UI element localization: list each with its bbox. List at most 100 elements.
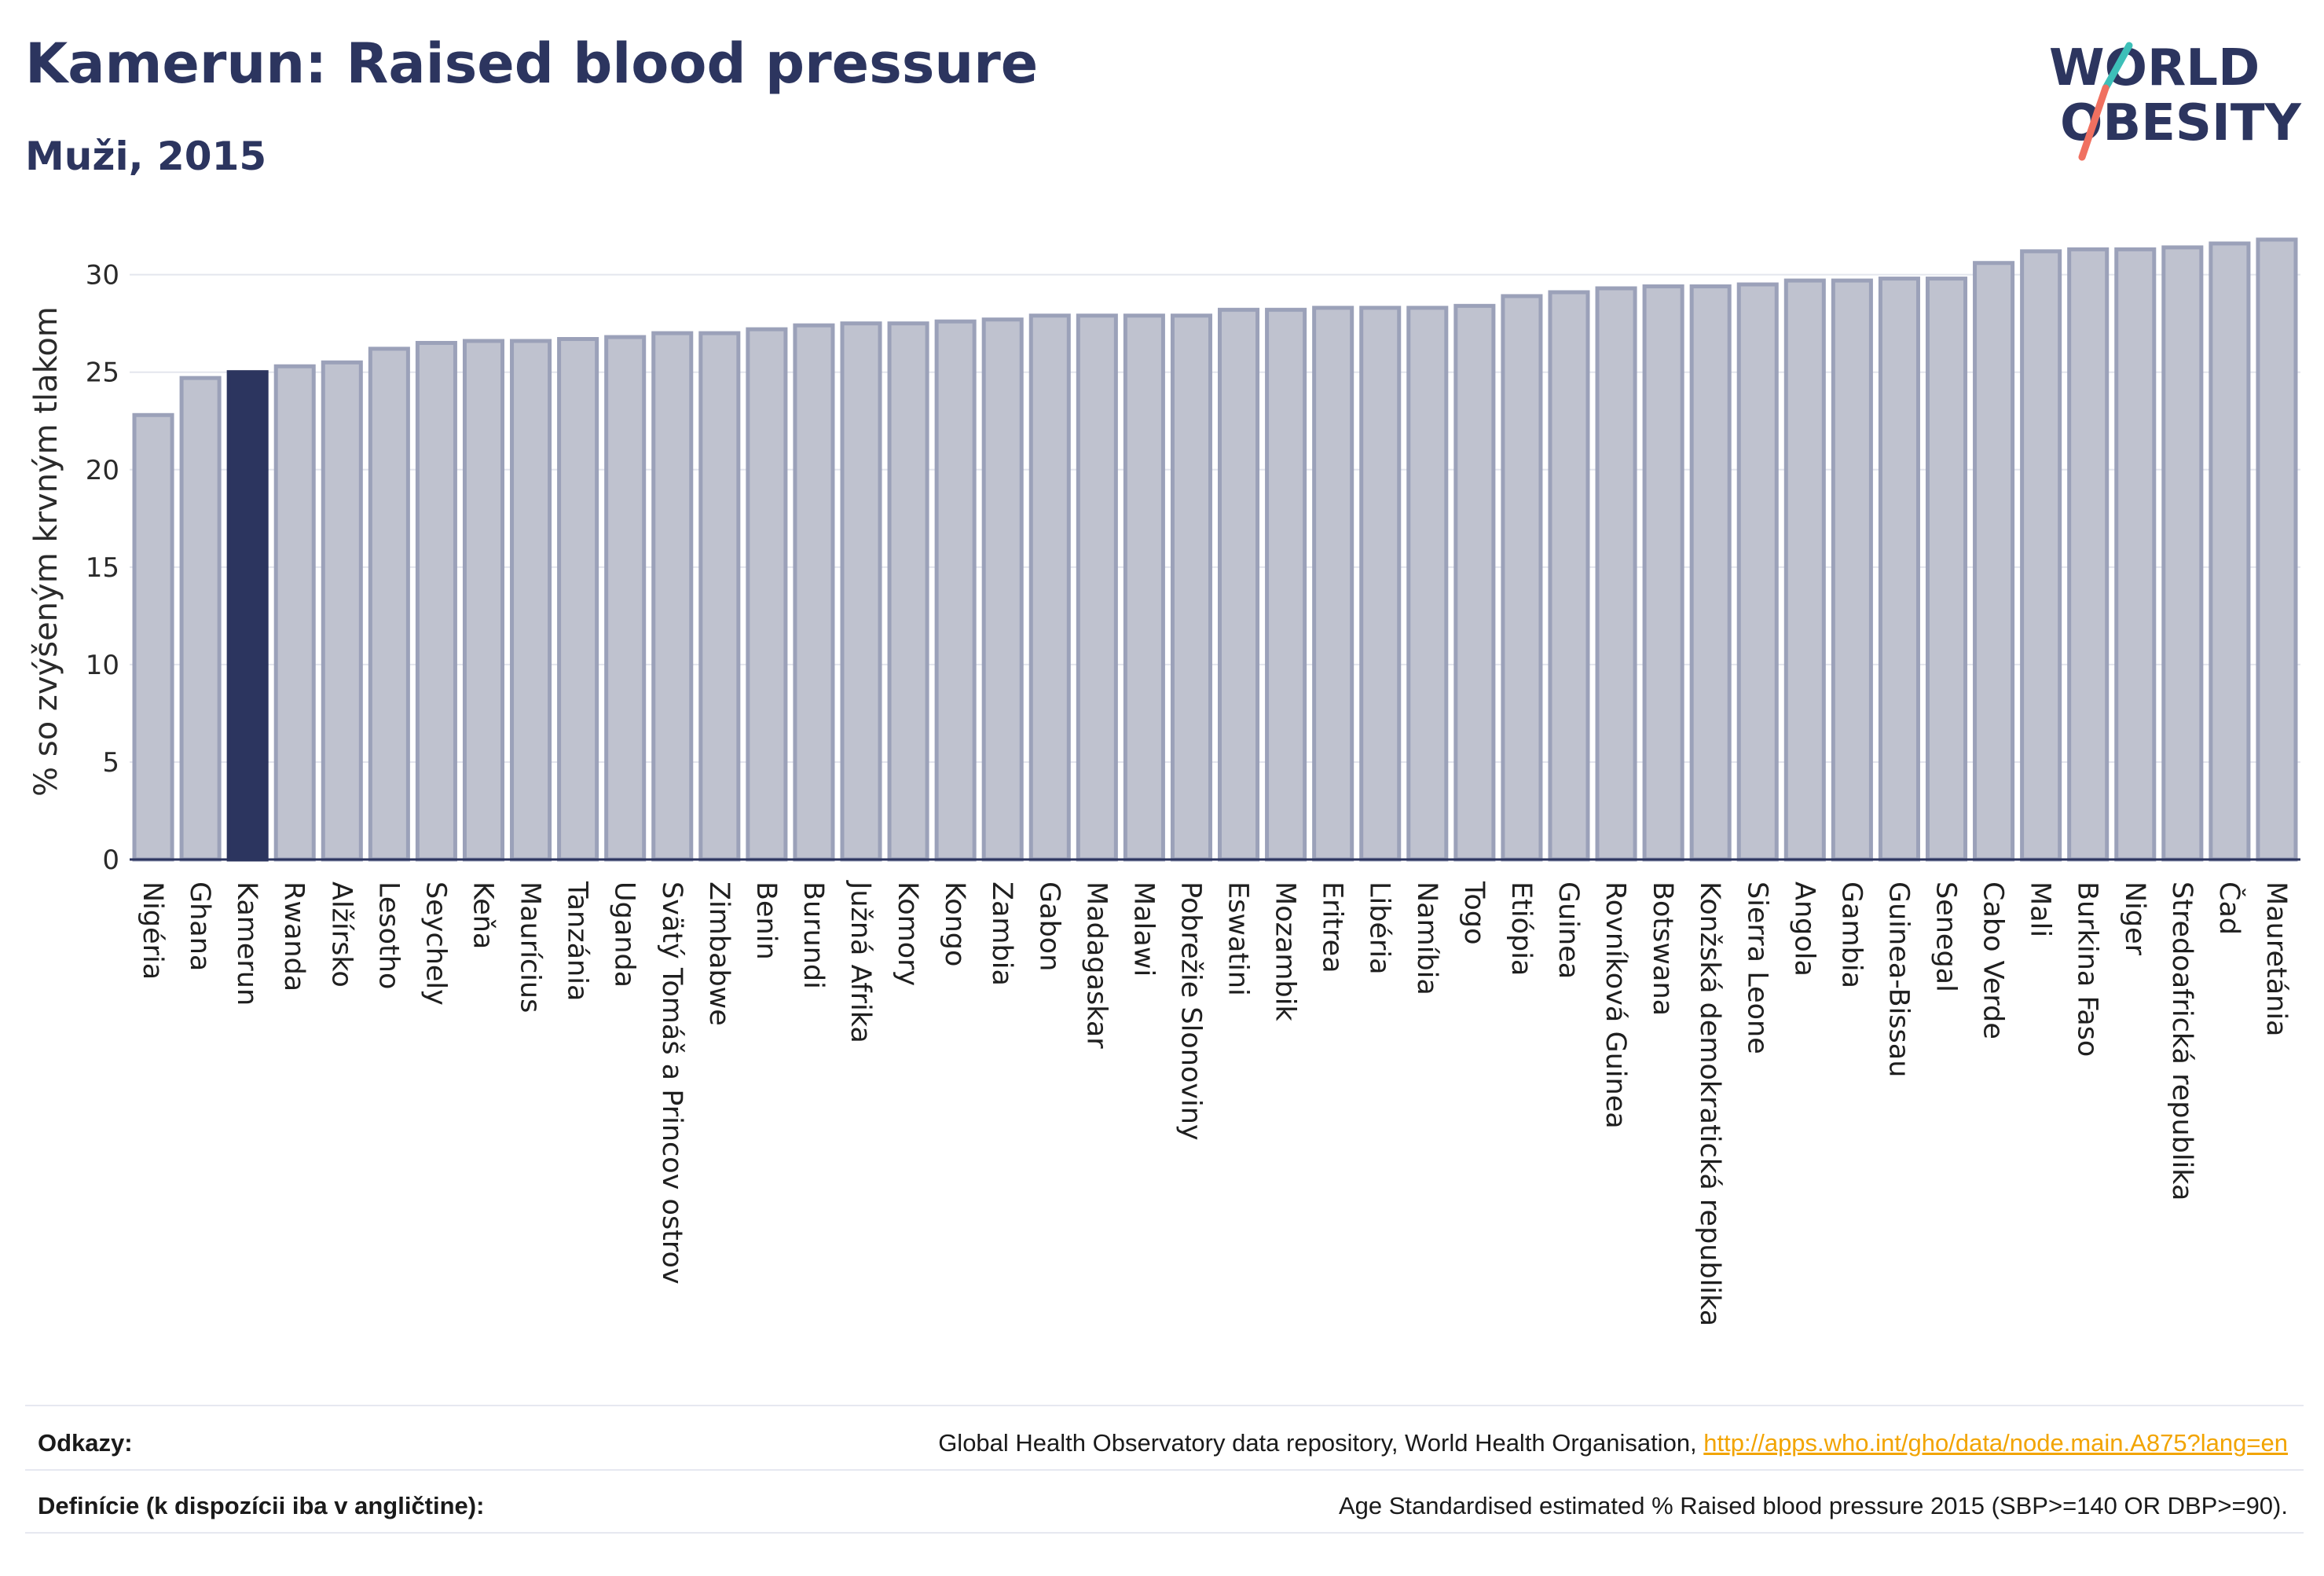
logo-slash-teal (2102, 42, 2133, 92)
x-tick-label: Namíbia (1411, 881, 1442, 995)
y-axis-label: % so zvýšeným krvným tlakom (28, 306, 64, 797)
logo-line-1: WORLD (2049, 39, 2260, 97)
bar (179, 376, 222, 862)
bar (1548, 290, 1590, 862)
bar (887, 321, 929, 862)
x-tick-label: Togo (1458, 881, 1490, 944)
y-tick-label-10: 10 (86, 650, 119, 681)
references-link[interactable]: http://apps.who.int/gho/data/node.main.A… (1703, 1429, 2288, 1457)
bar (1453, 303, 1496, 862)
bar (510, 339, 552, 862)
x-tick-label: Uganda (609, 881, 640, 988)
bar (1783, 278, 1826, 862)
x-tick-label: Rwanda (278, 881, 310, 991)
x-tick-label: Senegal (1930, 881, 1962, 992)
y-tick-label-30: 30 (86, 260, 119, 291)
x-tick-label: Alžírsko (325, 881, 357, 988)
y-tick-label-5: 5 (102, 747, 119, 779)
bar-highlighted (226, 370, 269, 862)
bar (1406, 306, 1449, 862)
y-tick-label-0: 0 (102, 845, 119, 876)
x-tick-label: Etiópia (1505, 881, 1537, 976)
x-tick-label: Svätý Tomáš a Princov ostrov (656, 881, 687, 1285)
x-tick-label: Stredoafrická republika (2166, 881, 2198, 1200)
y-tick-label-25: 25 (86, 357, 119, 389)
y-tick-label-20: 20 (86, 455, 119, 486)
x-tick-label: Čad (2213, 881, 2246, 935)
footer-references-row: Odkazy: Global Health Observatory data r… (25, 1420, 2288, 1467)
x-tick-label: Botswana (1647, 881, 1678, 1016)
x-tick-label: Burkina Faso (2072, 881, 2103, 1057)
bar (1265, 307, 1307, 862)
bar (1123, 313, 1165, 862)
x-tick-label: Maurícius (515, 881, 546, 1013)
bar (981, 317, 1024, 862)
footer-definitions-row: Definície (k dispozícii iba v angličtine… (25, 1483, 2288, 1530)
bar (840, 321, 882, 862)
x-tick-label: Pobrežie Slonoviny (1175, 881, 1206, 1141)
references-text: Global Health Observatory data repositor… (938, 1429, 1704, 1457)
bar (368, 346, 410, 862)
x-tick-label: Sierra Leone (1741, 881, 1772, 1054)
footer-divider-bottom (25, 1532, 2304, 1534)
x-tick-label: Eritrea (1317, 881, 1348, 973)
bar (2067, 247, 2110, 862)
bar (2020, 249, 2062, 862)
definitions-label: Definície (k dispozícii iba v angličtine… (38, 1492, 485, 1519)
bar (2209, 241, 2251, 862)
x-tick-label: Eswatini (1222, 881, 1254, 996)
bar (321, 360, 363, 862)
x-tick-label: Konžská demokratická republika (1694, 881, 1725, 1326)
bar (698, 331, 741, 862)
bar-chart: 0 5 10 15 20 25 30 % so zvýšeným krvným tlakom N… (28, 237, 2300, 1326)
bar (604, 335, 647, 862)
x-tick-label: Ghana (184, 881, 215, 971)
page-title: Kamerun: Raised blood pressure (25, 31, 1039, 96)
x-tick-label: Lesotho (372, 881, 404, 989)
definitions-text: Age Standardised estimated % Raised bloo… (1338, 1492, 2288, 1519)
bar (934, 319, 977, 862)
x-tick-label: Nigéria (137, 881, 168, 980)
x-tick-label: Keňa (467, 881, 498, 949)
x-tick-label: Malawi (1127, 881, 1159, 977)
bar (1642, 284, 1684, 862)
footer-divider-top (25, 1405, 2304, 1406)
x-tick-label: Zimbabwe (703, 881, 735, 1026)
logo-slash-coral (2078, 84, 2110, 161)
x-tick-label: Libéria (1364, 881, 1395, 975)
bar (1878, 277, 1920, 862)
bar (1076, 313, 1118, 862)
bar (557, 337, 599, 862)
x-tick-label: Madagaskar (1080, 881, 1112, 1049)
bar (1925, 277, 1968, 862)
bar (462, 339, 505, 862)
bar (1831, 278, 1873, 862)
x-tick-label: Južná Afrika (845, 880, 876, 1043)
bar (746, 327, 788, 862)
x-tick-label: Burundi (797, 881, 829, 989)
x-tick-label: Mali (2025, 881, 2056, 937)
x-tick-label: Kamerun (231, 881, 262, 1006)
x-tick-label: Komory (892, 881, 923, 986)
x-tick-label: Niger (2119, 881, 2150, 956)
bar (273, 364, 316, 862)
x-tick-label: Gabon (1033, 881, 1065, 971)
bar (1736, 282, 1779, 862)
x-tick-label: Cabo Verde (1978, 881, 2009, 1039)
page-subtitle: Muži, 2015 (25, 134, 267, 179)
bar (1973, 261, 2015, 862)
bar (1501, 294, 1543, 862)
world-obesity-logo: WORLD OBESITY (2049, 39, 2301, 161)
bar (415, 340, 457, 862)
bar (132, 412, 174, 862)
x-tick-label: Rovníková Guinea (1600, 881, 1631, 1129)
bar (1028, 313, 1071, 862)
bar (1312, 306, 1354, 862)
bar (2256, 237, 2298, 862)
x-tick-label: Seychely (420, 881, 451, 1006)
x-tick-label: Mauretánia (2260, 881, 2292, 1037)
references-label: Odkazy: (38, 1429, 133, 1457)
bar (1595, 286, 1637, 862)
bar (1689, 284, 1732, 862)
x-tick-label: Benin (750, 881, 782, 960)
